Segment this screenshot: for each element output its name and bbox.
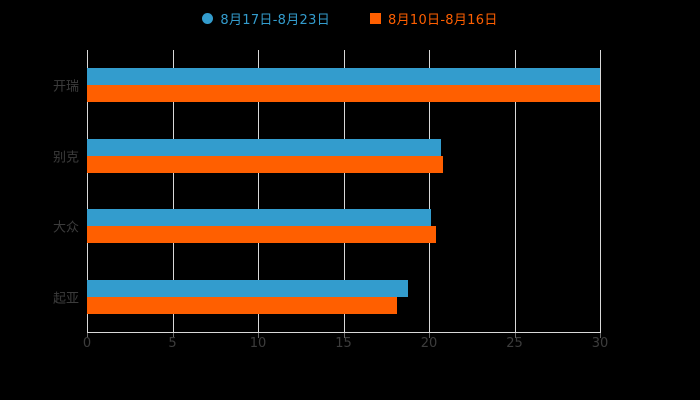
x-tick-label-25: 25 (506, 336, 523, 351)
x-tick-label-5: 5 (168, 336, 177, 351)
legend-label-series-1: 8月10日-8月16日 (388, 12, 498, 28)
legend-item-series-1[interactable]: 8月10日-8月16日 (370, 9, 498, 28)
gridline-x-30 (600, 50, 601, 332)
x-tick-label-0: 0 (82, 336, 92, 351)
x-tick-mark-20 (429, 333, 430, 338)
x-tick-mark-25 (514, 333, 516, 338)
x-tick-label-30: 30 (591, 336, 609, 351)
x-tick-mark-30 (600, 333, 601, 338)
bar-开瑞-series-0[interactable] (87, 68, 600, 86)
bar-开瑞-series-1[interactable] (87, 85, 600, 103)
x-tick-mark-0 (87, 333, 88, 338)
gridline-x-10 (258, 50, 259, 332)
legend-marker-circle-icon (202, 12, 214, 24)
x-tick-mark-5 (172, 333, 174, 338)
bar-起亚-series-0[interactable] (87, 279, 409, 297)
y-tick-label-起亚: 起亚 (52, 291, 79, 307)
x-tick-mark-15 (343, 333, 345, 338)
y-tick-label-大众: 大众 (52, 220, 79, 236)
gridline-x-0 (87, 50, 88, 332)
legend-item-series-0[interactable]: 8月17日-8月23日 (202, 9, 330, 28)
bar-别克-series-0[interactable] (87, 138, 441, 156)
gridline-x-20 (429, 50, 430, 332)
y-axis-labels: 开瑞 别克 大众 起亚 (0, 0, 79, 400)
y-tick-label-开瑞: 开瑞 (52, 79, 79, 95)
gridline-x-15 (343, 50, 345, 332)
x-tick-label-10: 10 (249, 336, 267, 351)
legend-marker-square-icon (370, 12, 381, 24)
bar-大众-series-0[interactable] (87, 209, 431, 227)
gridline-x-25 (514, 50, 516, 332)
plot-area (87, 50, 601, 332)
bar-别克-series-1[interactable] (87, 155, 443, 173)
x-tick-label-20: 20 (420, 336, 438, 351)
bar-大众-series-1[interactable] (87, 226, 436, 244)
chart-legend: 8月17日-8月23日 8月10日-8月16日 (0, 6, 700, 30)
bar-起亚-series-1[interactable] (87, 296, 397, 314)
y-tick-label-别克: 别克 (52, 150, 79, 166)
x-tick-label-15: 15 (335, 336, 352, 351)
x-tick-mark-10 (258, 333, 259, 338)
x-axis-line (87, 332, 601, 333)
gridline-x-5 (172, 50, 174, 332)
legend-label-series-0: 8月17日-8月23日 (220, 12, 330, 28)
